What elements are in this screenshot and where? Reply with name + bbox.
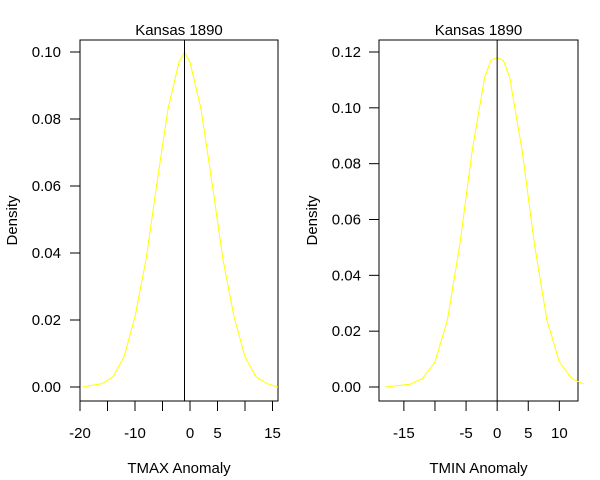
x-tick-label: 5: [524, 425, 532, 442]
y-tick-label: 0.04: [332, 267, 361, 284]
y-tick-label: 0.04: [32, 245, 61, 262]
x-tick-label: -10: [124, 425, 146, 442]
x-tick-label: 0: [186, 425, 194, 442]
x-tick-label: -5: [459, 425, 472, 442]
x-tick-label: 15: [264, 425, 281, 442]
y-axis-label: Density: [304, 195, 321, 246]
y-tick-label: 0.06: [332, 212, 361, 229]
density-curve: [82, 50, 279, 388]
y-tick-label: 0.00: [32, 379, 61, 396]
tmax-density-panel: Kansas 1890 -20 -10 0 5 15 0.00 0.02 0.04 0.06 0.0…: [4, 22, 281, 477]
x-tick-label: 5: [213, 425, 221, 442]
y-tick-label: 0.00: [332, 379, 361, 396]
y-tick-label: 0.12: [332, 44, 361, 61]
x-tick-label: -15: [393, 425, 415, 442]
plot-frame: [378, 39, 579, 402]
y-tick-label: 0.02: [32, 312, 61, 329]
plot-frame: [79, 39, 279, 402]
x-tick-label: 10: [551, 425, 568, 442]
y-axis-label: Density: [4, 195, 21, 246]
x-axis-label: TMAX Anomaly: [127, 460, 231, 477]
y-tick-label: 0.10: [32, 44, 61, 61]
x-tick-label: -20: [69, 425, 91, 442]
y-tick-label: 0.10: [332, 100, 361, 117]
density-curve: [385, 57, 585, 388]
x-tick-label: 0: [493, 425, 501, 442]
y-tick-label: 0.08: [32, 111, 61, 128]
y-tick-label: 0.06: [32, 178, 61, 195]
x-axis-label: TMIN Anomaly: [429, 460, 528, 477]
y-tick-label: 0.02: [332, 323, 361, 340]
tmin-density-panel: Kansas 1890 -15 -5 0 5 10 0.00 0.02 0.04 0.06 0.08…: [304, 22, 585, 477]
chart-title: Kansas 1890: [435, 22, 523, 39]
y-tick-label: 0.08: [332, 156, 361, 173]
chart-title: Kansas 1890: [135, 22, 223, 39]
